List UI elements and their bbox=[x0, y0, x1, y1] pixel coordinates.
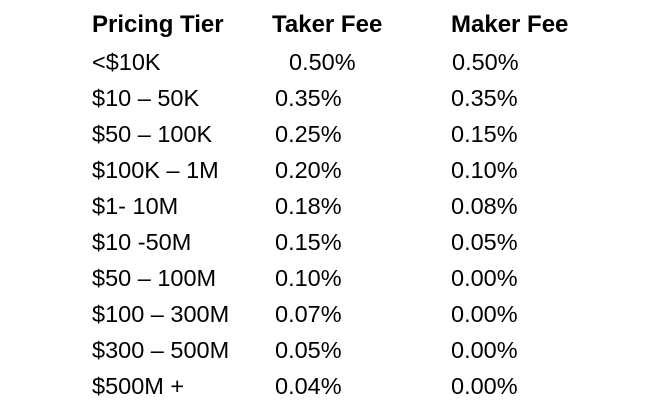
maker-fee-cell: 0.05% bbox=[451, 229, 518, 255]
header-taker-fee: Taker Fee bbox=[272, 11, 383, 38]
table-row: $100K – 1M 0.20% 0.10% bbox=[92, 152, 612, 188]
taker-fee-cell: 0.25% bbox=[275, 121, 342, 147]
table-header-row: Pricing Tier Taker Fee Maker Fee bbox=[92, 6, 612, 44]
maker-fee-cell: 0.00% bbox=[451, 301, 518, 327]
pricing-tier-cell: $100K – 1M bbox=[92, 157, 219, 183]
pricing-tier-cell: $500M + bbox=[92, 373, 185, 399]
taker-fee-cell: 0.10% bbox=[275, 265, 342, 291]
table-row: $10 -50M 0.15% 0.05% bbox=[92, 224, 612, 260]
pricing-tier-cell: <$10K bbox=[92, 49, 161, 75]
table-row: $300 – 500M 0.05% 0.00% bbox=[92, 332, 612, 368]
taker-fee-cell: 0.04% bbox=[275, 373, 342, 399]
maker-fee-cell: 0.08% bbox=[451, 193, 518, 219]
pricing-tier-cell: $1- 10M bbox=[92, 193, 179, 219]
table-row: $50 – 100M 0.10% 0.00% bbox=[92, 260, 612, 296]
pricing-tier-cell: $50 – 100M bbox=[92, 265, 217, 291]
table-row: $1- 10M 0.18% 0.08% bbox=[92, 188, 612, 224]
maker-fee-cell: 0.00% bbox=[451, 373, 518, 399]
taker-fee-cell: 0.35% bbox=[275, 85, 342, 111]
table-row: $100 – 300M 0.07% 0.00% bbox=[92, 296, 612, 332]
taker-fee-cell: 0.15% bbox=[275, 229, 342, 255]
taker-fee-cell: 0.20% bbox=[275, 157, 342, 183]
maker-fee-cell: 0.00% bbox=[451, 337, 518, 363]
pricing-tier-cell: $300 – 500M bbox=[92, 337, 230, 363]
maker-fee-cell: 0.15% bbox=[451, 121, 518, 147]
taker-fee-cell: 0.07% bbox=[275, 301, 342, 327]
taker-fee-cell: 0.50% bbox=[289, 49, 356, 75]
header-maker-fee: Maker Fee bbox=[451, 11, 569, 38]
maker-fee-cell: 0.10% bbox=[451, 157, 518, 183]
pricing-tier-cell: $100 – 300M bbox=[92, 301, 230, 327]
table-row: $50 – 100K 0.25% 0.15% bbox=[92, 116, 612, 152]
pricing-tier-cell: $50 – 100K bbox=[92, 121, 213, 147]
table-row: <$10K 0.50% 0.50% bbox=[92, 44, 612, 80]
maker-fee-cell: 0.00% bbox=[451, 265, 518, 291]
maker-fee-cell: 0.50% bbox=[452, 49, 519, 75]
taker-fee-cell: 0.05% bbox=[275, 337, 342, 363]
pricing-tier-cell: $10 -50M bbox=[92, 229, 192, 255]
taker-fee-cell: 0.18% bbox=[275, 193, 342, 219]
fee-schedule-table: Pricing Tier Taker Fee Maker Fee <$10K 0… bbox=[92, 6, 612, 404]
table-row: $500M + 0.04% 0.00% bbox=[92, 368, 612, 404]
header-pricing-tier: Pricing Tier bbox=[92, 11, 224, 38]
pricing-tier-cell: $10 – 50K bbox=[92, 85, 200, 111]
maker-fee-cell: 0.35% bbox=[451, 85, 518, 111]
table-row: $10 – 50K 0.35% 0.35% bbox=[92, 80, 612, 116]
